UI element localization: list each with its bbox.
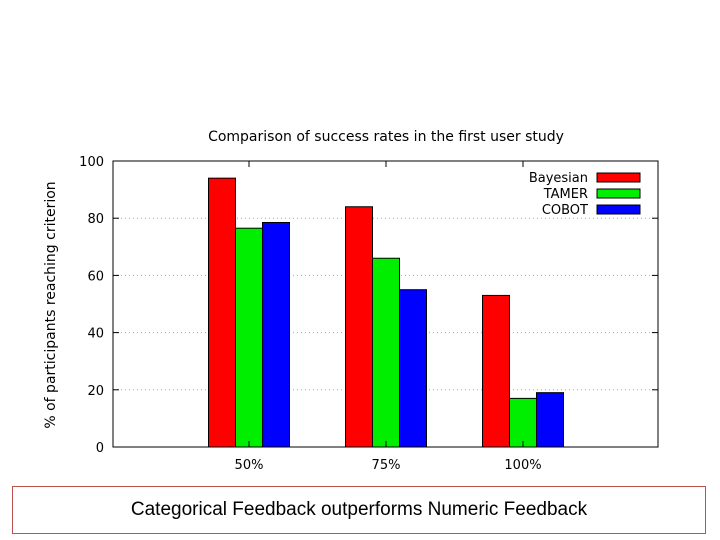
bar-bayesian-1 — [345, 206, 373, 448]
bar-bayesian-0 — [208, 177, 236, 448]
bar-cobot-1 — [399, 289, 427, 448]
caption-box: Categorical Feedback outperforms Numeric… — [12, 486, 706, 534]
legend-swatch-cobot — [596, 204, 641, 215]
legend-label: Bayesian — [529, 171, 588, 186]
y-tick-label: 20 — [87, 384, 104, 399]
legend-label: TAMER — [543, 187, 588, 202]
bar-chart: Comparison of success rates in the first… — [43, 129, 659, 473]
bar-cobot-0 — [262, 221, 290, 448]
axis-ticks: 0 20 40 60 80 100 50% 75% 100% — [79, 155, 658, 473]
chart-title: Comparison of success rates in the first… — [208, 129, 564, 145]
y-axis-label: % of participants reaching criterion — [43, 181, 59, 428]
bar-tamer-1 — [372, 257, 400, 448]
x-tick-label: 75% — [372, 458, 401, 473]
bar-cobot-2 — [536, 392, 564, 448]
bar-bayesian-2 — [482, 294, 510, 448]
y-tick-label: 60 — [87, 269, 104, 284]
legend-label: COBOT — [542, 203, 588, 218]
legend-swatch-tamer — [596, 188, 641, 199]
bar-tamer-0 — [235, 227, 263, 448]
legend-swatch-bayesian — [596, 172, 641, 183]
bar-tamer-2 — [509, 397, 537, 448]
y-tick-label: 0 — [96, 441, 104, 456]
y-tick-label: 80 — [87, 212, 104, 227]
x-tick-label: 100% — [504, 458, 541, 473]
y-tick-label: 40 — [87, 327, 104, 342]
x-tick-label: 50% — [235, 458, 264, 473]
caption-text: Categorical Feedback outperforms Numeric… — [130, 499, 588, 520]
y-tick-label: 100 — [79, 155, 104, 170]
